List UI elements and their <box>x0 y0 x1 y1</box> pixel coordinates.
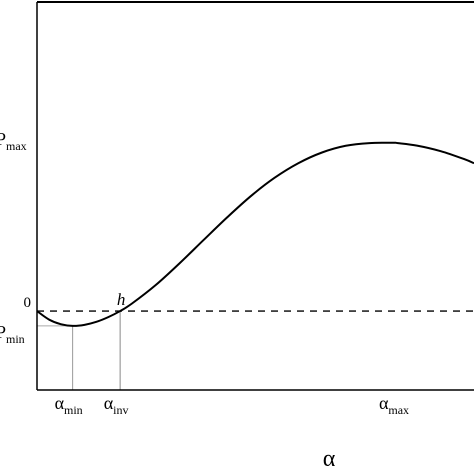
annotations: h <box>117 290 126 309</box>
y-tick-label-1: 0 <box>24 295 32 311</box>
y-tick-label-0: Pmax <box>0 129 27 153</box>
x-tick-label-1: αinv <box>104 393 129 417</box>
series-line-0 <box>36 141 474 327</box>
reference-lines <box>37 310 474 390</box>
x-axis-label: α <box>323 446 336 472</box>
curve-layer <box>36 141 474 327</box>
x-tick-label-0: αmin <box>55 393 83 417</box>
x-tick-label-2: αmax <box>379 393 409 417</box>
y-tick-label-2: Pmin <box>0 322 25 346</box>
tick-labels: αmin αinv αmax Pmax 0 Pmin <box>0 129 409 417</box>
axes <box>36 1 474 391</box>
point-label-0: h <box>117 290 126 309</box>
